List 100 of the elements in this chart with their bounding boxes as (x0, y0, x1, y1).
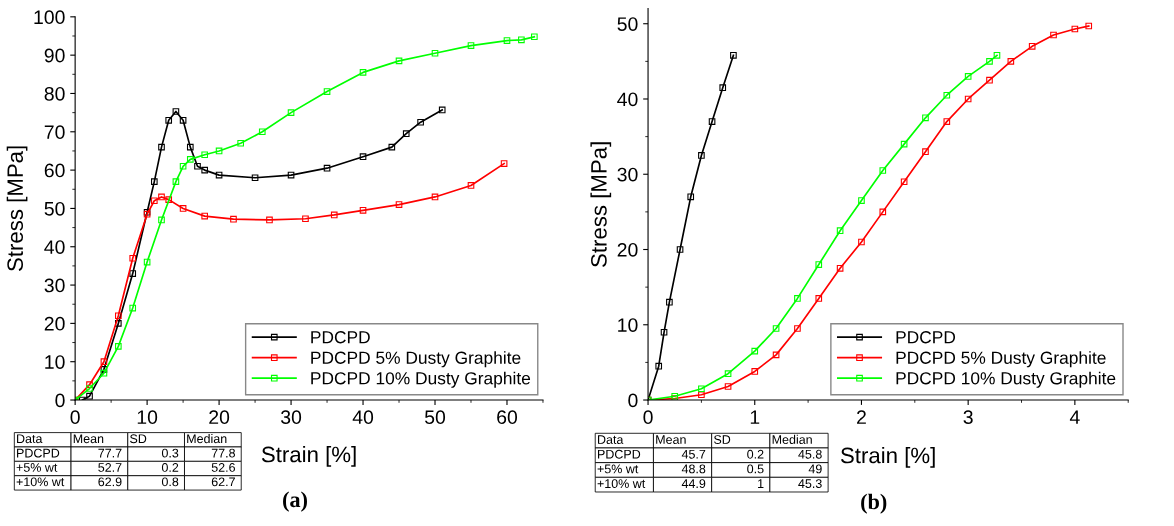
text: Data (17, 434, 43, 444)
text: Data (598, 435, 624, 444)
x-tick-label: 10 (137, 410, 158, 425)
point (698, 152, 705, 159)
point (143, 258, 151, 266)
point (531, 33, 538, 41)
text: 0.2 (161, 463, 179, 472)
text: 45.8 (798, 449, 822, 459)
point (158, 193, 165, 201)
point (964, 73, 972, 80)
point (794, 295, 801, 302)
point (172, 108, 180, 115)
point (100, 369, 108, 377)
x-tick-label: 20 (209, 410, 230, 425)
y-tick-label: 20 (44, 316, 65, 331)
point (467, 42, 475, 49)
text: 0.8 (161, 477, 179, 487)
point (751, 368, 759, 375)
point (964, 95, 972, 103)
point (100, 358, 108, 366)
text: 44.9 (681, 479, 706, 489)
point (922, 114, 929, 122)
text: (a) (283, 491, 307, 512)
point (1085, 22, 1093, 30)
text: 62.9 (98, 477, 122, 487)
point (993, 52, 1001, 59)
point (1071, 25, 1079, 33)
point (1050, 31, 1057, 39)
y-tick-label: 50 (617, 17, 638, 31)
point (922, 148, 929, 156)
point (114, 320, 122, 327)
point (323, 164, 331, 172)
y-tick-label: 60 (44, 163, 65, 178)
point (986, 76, 993, 84)
x-tick-label: 0 (70, 410, 80, 425)
y-tick-label: 40 (617, 92, 638, 107)
text: SD (713, 435, 731, 444)
point (129, 270, 137, 277)
point (172, 178, 180, 185)
point (900, 140, 908, 148)
point (402, 130, 410, 138)
point (201, 151, 209, 159)
text: (b) (861, 493, 887, 514)
legend-label: PDCPD 10% Dusty Graphite (896, 371, 1116, 388)
point (698, 385, 705, 393)
text: +5% wt (16, 463, 58, 472)
point (815, 261, 823, 268)
point (150, 178, 158, 185)
point (302, 215, 309, 223)
y-tick-label: 30 (617, 167, 638, 182)
point (251, 174, 259, 182)
point (666, 298, 673, 306)
point (100, 366, 108, 373)
text: 77.7 (98, 448, 122, 458)
text: 77.8 (211, 448, 236, 458)
point (359, 153, 367, 161)
y-tick-label: 100 (34, 10, 65, 25)
x-tick-label: 60 (497, 410, 518, 425)
y-tick-label: 70 (44, 125, 65, 140)
point (395, 57, 403, 65)
legend-label: PDCPD (311, 331, 370, 344)
x-tick-label: 40 (352, 410, 374, 425)
y-tick-label: 0 (55, 393, 65, 408)
line-series (75, 33, 538, 401)
text: +5% wt (597, 464, 639, 474)
text: SD (130, 434, 147, 444)
text: 1 (758, 479, 764, 488)
y-tick-label: 80 (44, 86, 65, 101)
point (150, 197, 158, 205)
point (287, 171, 295, 179)
text: 0.2 (747, 449, 764, 459)
x-tick-label: 4 (1069, 410, 1080, 424)
x-tick-label: 3 (963, 410, 973, 425)
point (943, 118, 951, 125)
point (186, 156, 194, 163)
point (836, 227, 844, 235)
x-axis-title: Strain [%] (840, 446, 935, 468)
point (751, 347, 759, 355)
point (258, 128, 266, 136)
point (230, 215, 237, 223)
point (900, 178, 908, 186)
point (266, 216, 273, 224)
x-tick-label: 0 (643, 410, 653, 425)
point (114, 343, 122, 350)
point (698, 391, 705, 399)
y-axis-title: Stress [MPa] (590, 142, 612, 267)
text: PDCPD (17, 448, 60, 458)
x-tick-label: 30 (280, 410, 302, 425)
point (518, 36, 525, 44)
point (503, 37, 511, 44)
point (388, 143, 396, 151)
point (1028, 42, 1036, 50)
text: PDCPD (598, 449, 641, 459)
x-tick-label: 2 (857, 410, 866, 424)
point (724, 383, 732, 390)
point (772, 325, 780, 332)
text: Median (772, 434, 812, 444)
point (730, 52, 737, 59)
point (129, 304, 137, 312)
y-tick-label: 40 (44, 240, 65, 254)
